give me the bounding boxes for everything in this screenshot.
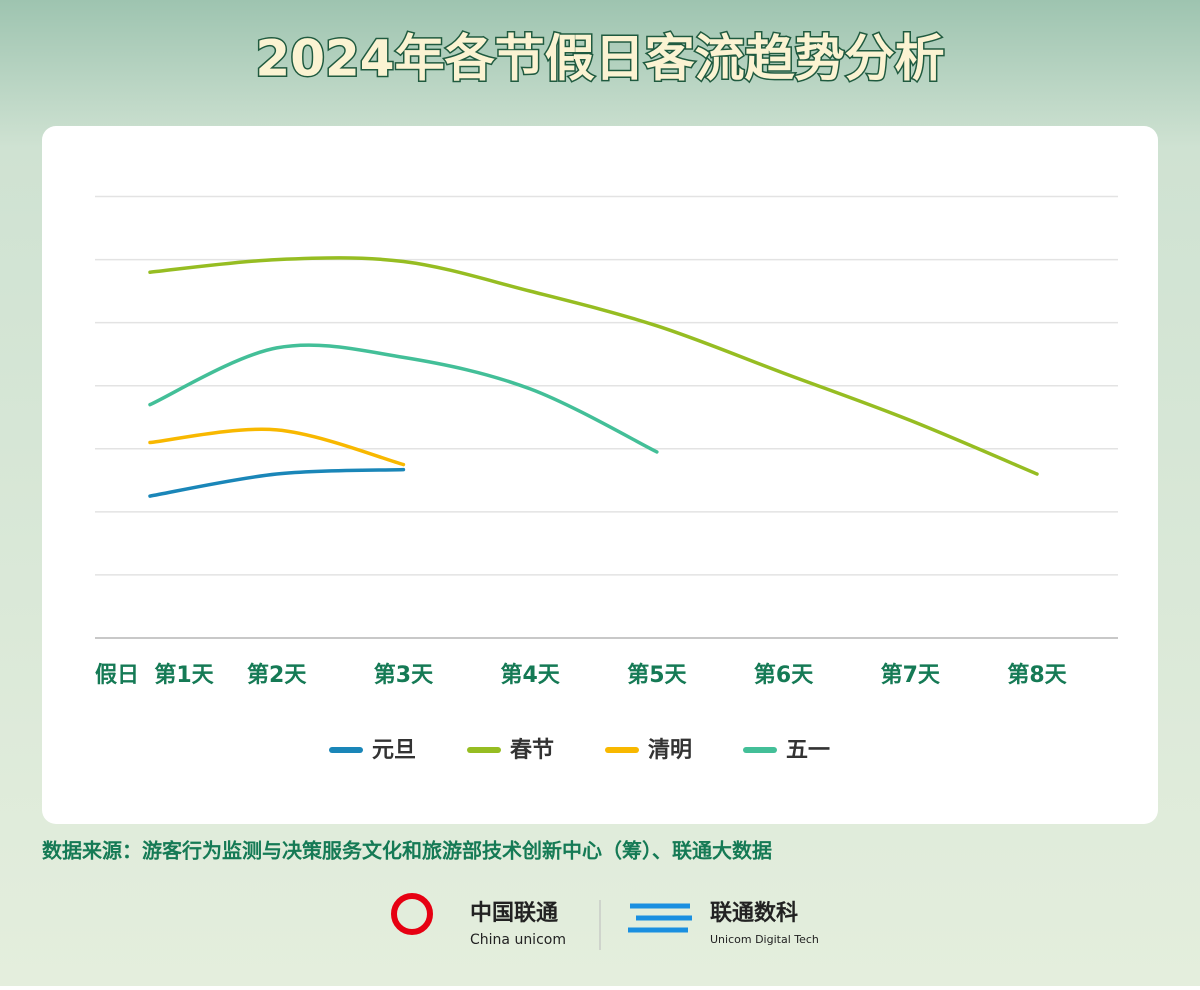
logo-text: Unicom Digital Tech: [710, 933, 819, 946]
x-tick-label: 第2天: [247, 662, 307, 688]
x-tick-label: 第1天: [154, 662, 214, 688]
series-line: [148, 256, 1039, 476]
x-axis-label: 假日: [95, 663, 139, 688]
chart-title: 2024年各节假日客流趋势分析: [255, 30, 944, 88]
x-tick-label: 第5天: [627, 662, 687, 688]
series-line: [148, 427, 406, 467]
x-tick-label: 第7天: [881, 662, 941, 688]
legend-label: 五一: [786, 738, 830, 763]
x-tick-label: 第3天: [374, 662, 434, 688]
logo-icon: [391, 893, 433, 935]
series-line: [148, 467, 406, 498]
x-tick-label: 第6天: [754, 662, 814, 688]
logo2: 联通数科 Unicom Digital Tech: [628, 900, 819, 946]
series-line: [148, 343, 659, 454]
x-tick-label: 第4天: [500, 662, 560, 688]
logo-text: 联通数科: [710, 900, 798, 926]
legend-label: 春节: [510, 738, 554, 763]
chart-card: [42, 126, 1158, 824]
logo1: 中国联通 China unicom: [391, 893, 566, 948]
logo-icon: [628, 903, 692, 933]
logo-text: China unicom: [470, 932, 566, 948]
logo-text: 中国联通: [470, 901, 558, 926]
legend-label: 元旦: [372, 738, 416, 763]
source: 数据来源：游客行为监测与决策服务文化和旅游部技术创新中心（筹）、联通大数据: [42, 839, 772, 863]
legend-label: 清明: [648, 737, 692, 763]
x-tick-label: 第8天: [1007, 662, 1067, 688]
